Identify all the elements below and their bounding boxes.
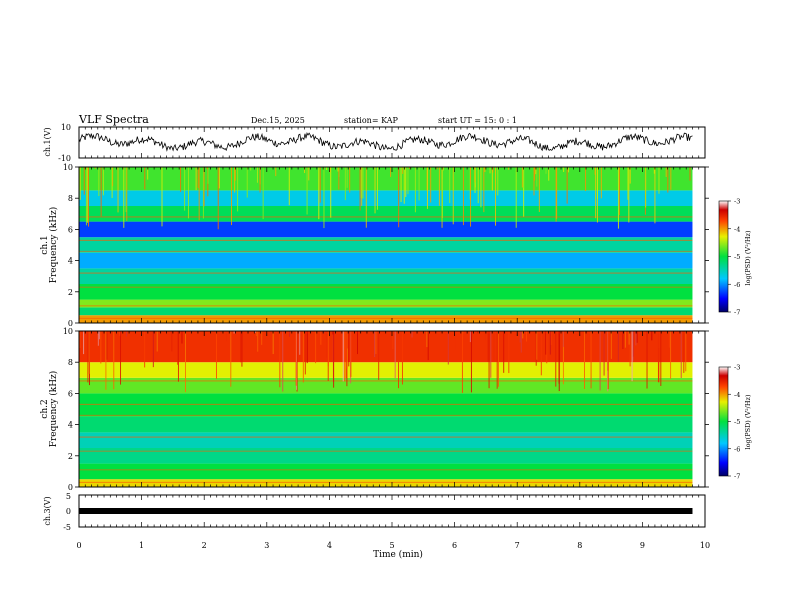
colorbar-tick-label: -7 <box>734 473 740 481</box>
ch2-colorbar-ticks: -3 -4 -5 -6 -7 <box>728 364 740 481</box>
ch1-colorbar-gradient <box>718 200 729 313</box>
spectrogram-band <box>79 416 693 433</box>
freq-tick-label: 0 <box>68 483 73 492</box>
start-time-label: start UT = 15: 0 : 1 <box>438 116 517 125</box>
spectrogram-band <box>79 237 693 253</box>
time-tick-label: 6 <box>452 541 457 550</box>
time-tick-label: 5 <box>389 541 394 550</box>
freq-tick-label: 4 <box>68 257 73 266</box>
time-tick-label: 0 <box>76 541 81 550</box>
spectrogram-band <box>79 206 693 222</box>
colorbar-tick-label: -3 <box>734 198 740 206</box>
ch1-spectrogram-bands <box>79 167 705 323</box>
spectrogram-band <box>79 393 693 417</box>
freq-tick-label: 8 <box>68 194 73 203</box>
ch2-spectrogram-panel: 0 2 4 6 8 10 ch.2 Frequency (kHz) <box>40 327 709 492</box>
freq-tick-label: 4 <box>68 421 73 430</box>
freq-tick-label: 2 <box>68 452 73 461</box>
spectrogram-band <box>79 315 693 323</box>
ch2-spectrogram-yticks: 0 2 4 6 8 10 <box>63 327 709 492</box>
ch1-colorbar-ticks: -3 -4 -5 -6 -7 <box>728 198 740 317</box>
spectrogram-empty-region <box>692 331 705 487</box>
time-tick-label: 1 <box>139 541 144 550</box>
time-tick-label: 7 <box>515 541 520 550</box>
time-tick-label: 10 <box>700 541 710 550</box>
ch2-colorbar: -3 -4 -5 -6 -7 log(PSD) (V²/Hz) <box>718 364 752 481</box>
station-label: station= KAP <box>344 116 399 125</box>
ch2-spectrogram-bands <box>79 331 705 487</box>
spectrogram-band <box>79 331 693 363</box>
colorbar-tick-label: -4 <box>734 391 740 399</box>
ch3-ylabel: ch.3(V) <box>43 496 52 525</box>
ch1-waveform-panel: 10 -10 ch.1(V) <box>43 123 706 163</box>
spectrogram-band <box>79 190 693 206</box>
colorbar-tick-label: -6 <box>734 445 740 453</box>
freq-tick-label: 6 <box>68 225 73 234</box>
time-axis-label: Time (min) <box>373 549 423 560</box>
colorbar-tick-label: -6 <box>734 281 740 289</box>
colorbar-tick-label: -3 <box>734 364 740 372</box>
freq-tick-label: 10 <box>63 327 73 336</box>
freq-tick-label: 0 <box>68 319 73 328</box>
spectrogram-band <box>79 307 693 316</box>
ch3-ytick-top: 5 <box>66 492 71 501</box>
spectrogram-band <box>79 448 693 464</box>
ch2-spectrogram-ylabel-line1: ch.2 <box>40 399 50 418</box>
ch2-spectrogram-streaks <box>79 331 687 393</box>
ch3-signal-bar <box>79 508 693 514</box>
ch1-spectrogram-yticks: 0 2 4 6 8 10 <box>63 163 709 328</box>
ch3-ytick-bottom: -5 <box>63 523 71 532</box>
ch1-waveform-line <box>78 132 693 152</box>
ch1-spectrogram-ylabel-line2: Frequency (kHz) <box>48 207 59 284</box>
figure-title: VLF Spectra <box>78 113 149 126</box>
recording-date: Dec.15, 2025 <box>251 116 305 125</box>
ch2-spectrogram-ylabel-line2: Frequency (kHz) <box>48 371 59 448</box>
spectrogram-band <box>79 299 693 308</box>
ch1-colorbar: -3 -4 -5 -6 -7 log(PSD) (V²/Hz) <box>718 198 752 317</box>
spectrogram-band <box>79 463 693 480</box>
ch1-colorbar-label: log(PSD) (V²/Hz) <box>744 230 752 285</box>
freq-tick-label: 6 <box>68 389 73 398</box>
spectrogram-band <box>79 432 693 448</box>
spectrogram-band <box>79 268 693 284</box>
ch1-spectrogram-panel: 0 2 4 6 8 10 ch.1 Frequency (kHz) <box>40 163 709 328</box>
freq-tick-label: 8 <box>68 358 73 367</box>
ch1-spectrogram-ylabel-line1: ch.1 <box>40 235 50 254</box>
time-ticks <box>78 127 706 527</box>
ch1-ytick-top: 10 <box>61 123 71 132</box>
time-tick-label: 8 <box>577 541 582 550</box>
spectrogram-band <box>79 479 693 487</box>
spectrogram-band <box>79 362 693 378</box>
time-tick-label: 9 <box>640 541 645 550</box>
colorbar-tick-label: -4 <box>734 225 740 233</box>
time-tick-label: 3 <box>264 541 269 550</box>
spectrogram-band <box>79 377 693 394</box>
ch2-colorbar-label: log(PSD) (V²/Hz) <box>744 394 752 449</box>
spectrogram-band <box>79 284 693 300</box>
ch3-ytick-mid: 0 <box>66 507 71 516</box>
spectrogram-band <box>79 252 693 269</box>
spectrogram-band <box>79 167 693 191</box>
colorbar-tick-label: -5 <box>734 418 740 426</box>
spectrogram-band <box>79 221 693 238</box>
time-tick-label: 2 <box>202 541 207 550</box>
ch3-panel: 5 0 -5 ch.3(V) <box>43 492 706 532</box>
ch1-ylabel: ch.1(V) <box>43 127 52 156</box>
colorbar-tick-label: -7 <box>734 309 740 317</box>
ch2-colorbar-gradient <box>718 366 729 477</box>
ch1-spectrogram-streaks <box>79 167 691 230</box>
colorbar-tick-label: -5 <box>734 253 740 261</box>
freq-tick-label: 2 <box>68 288 73 297</box>
spectrogram-empty-region <box>692 167 705 323</box>
time-tick-label: 4 <box>327 541 332 550</box>
freq-tick-label: 10 <box>63 163 73 172</box>
ch1-ytick-bottom: -10 <box>58 154 71 163</box>
time-tick-labels: 0 1 2 3 4 5 6 7 8 9 10 <box>76 541 710 550</box>
